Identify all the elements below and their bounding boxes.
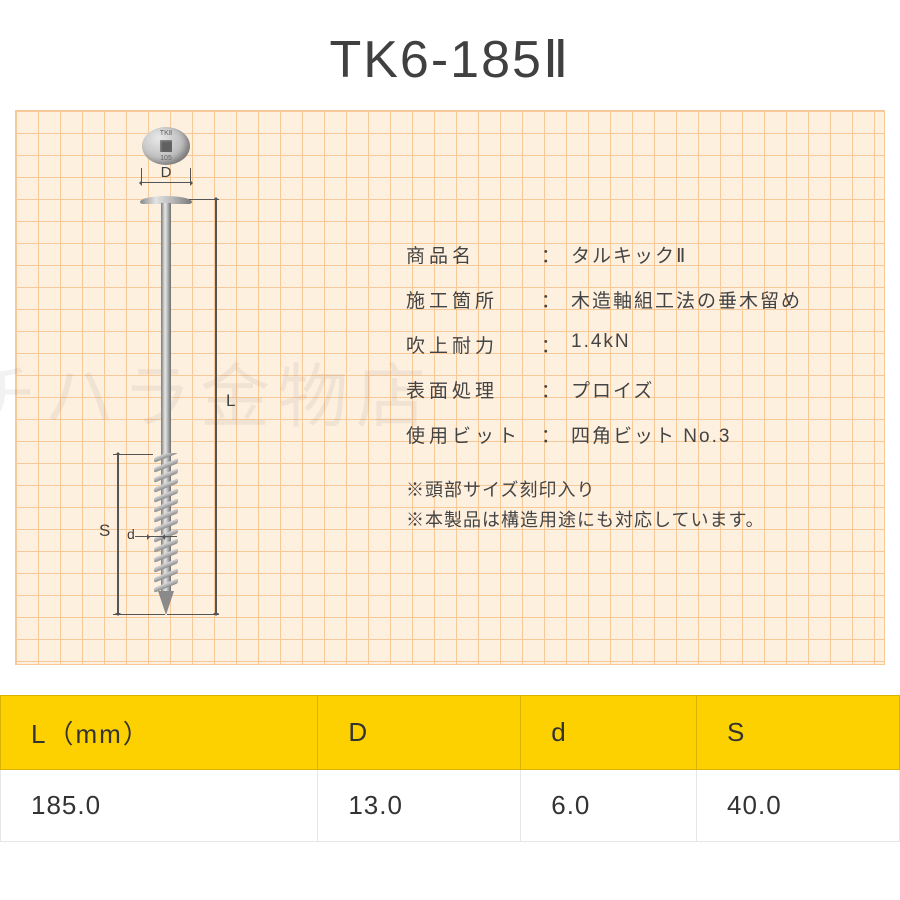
spec-note-line: ※本製品は構造用途にも対応しています。: [406, 506, 866, 536]
dims-value-cell: 6.0: [521, 770, 697, 842]
spec-key: 表面処理: [406, 376, 541, 403]
spec-separator: ：: [541, 421, 571, 448]
spec-key: 吹上耐力: [406, 331, 541, 358]
screw-threads: [154, 453, 178, 593]
spec-key: 施工箇所: [406, 286, 541, 313]
dimension-D: D: [131, 168, 201, 192]
spec-separator: ：: [541, 331, 571, 358]
dimension-d-line: [135, 536, 177, 537]
spec-key: 商品名: [406, 241, 541, 268]
page-title: TK6-185Ⅱ: [0, 0, 900, 110]
spec-separator: ：: [541, 241, 571, 268]
spec-note-line: ※頭部サイズ刻印入り: [406, 476, 866, 506]
dims-header-cell: S: [697, 696, 900, 770]
square-drive-icon: [160, 140, 172, 152]
spec-notes: ※頭部サイズ刻印入り※本製品は構造用途にも対応しています。: [406, 476, 866, 535]
dimension-S-line: [117, 454, 119, 614]
spec-value: プロイズ: [571, 376, 866, 403]
screw-side-view: L S d: [111, 196, 221, 621]
dim-S-label: S: [99, 521, 110, 541]
spec-separator: ：: [541, 286, 571, 313]
head-stamp-bottom: 105: [142, 155, 190, 162]
spec-row: 表面処理：プロイズ: [406, 376, 866, 403]
head-stamp-top: TKⅡ: [142, 130, 190, 137]
spec-row: 施工箇所：木造軸組工法の垂木留め: [406, 286, 866, 313]
dims-value-cell: 13.0: [318, 770, 521, 842]
dims-value-cell: 40.0: [697, 770, 900, 842]
dims-header-cell: d: [521, 696, 697, 770]
dimensions-table: L（mm）DdS 185.013.06.040.0: [0, 695, 900, 842]
spec-row: 使用ビット：四角ビット No.3: [406, 421, 866, 448]
dimension-L-line: [215, 199, 217, 614]
screw-diagram: TKⅡ 105 D L S d: [56, 121, 276, 656]
diagram-panel: チハラ金物店 TKⅡ 105 D L S: [15, 110, 885, 665]
dims-value-cell: 185.0: [1, 770, 318, 842]
spec-row: 吹上耐力：1.4kN: [406, 331, 866, 358]
spec-list: 商品名：タルキックⅡ施工箇所：木造軸組工法の垂木留め吹上耐力：1.4kN表面処理…: [406, 241, 866, 535]
spec-value: 四角ビット No.3: [571, 421, 866, 448]
dim-d-label: d: [127, 526, 135, 542]
screw-head-top-view: TKⅡ 105: [142, 127, 190, 165]
screw-shaft: [161, 203, 171, 453]
dim-L-label: L: [226, 391, 235, 411]
spec-key: 使用ビット: [406, 421, 541, 448]
dims-header-cell: L（mm）: [1, 696, 318, 770]
dims-header-cell: D: [318, 696, 521, 770]
spec-value: 木造軸組工法の垂木留め: [571, 286, 866, 313]
dim-D-label: D: [131, 164, 201, 181]
screw-tip: [158, 591, 174, 615]
spec-separator: ：: [541, 376, 571, 403]
spec-value: タルキックⅡ: [571, 241, 866, 268]
spec-row: 商品名：タルキックⅡ: [406, 241, 866, 268]
spec-value: 1.4kN: [571, 331, 866, 358]
